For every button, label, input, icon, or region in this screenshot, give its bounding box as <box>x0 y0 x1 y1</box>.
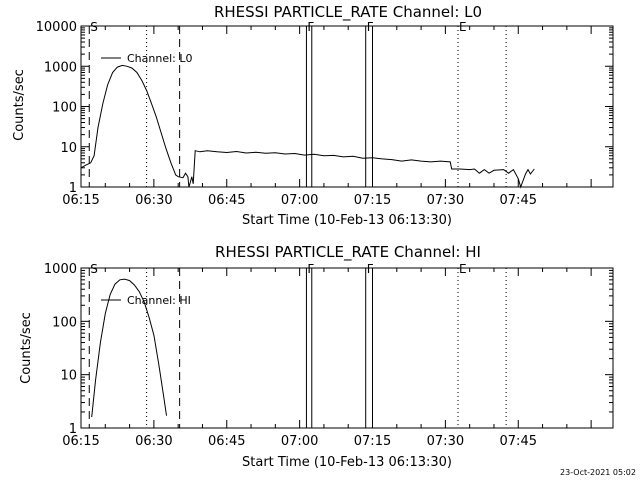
y-tick-label: 10000 <box>36 20 77 35</box>
x-tick-label: 06:45 <box>208 193 245 208</box>
x-tick-label: 06:15 <box>62 434 99 449</box>
y-tick-label: 1 <box>69 422 77 437</box>
x-axis-label: Start Time (10-Feb-13 06:13:30) <box>242 213 452 228</box>
plot-frame <box>80 267 614 429</box>
x-tick-label: 07:00 <box>281 434 318 449</box>
data-series-line <box>80 64 535 189</box>
legend-label: Channel: L0 <box>127 52 193 65</box>
event-marker-label: S <box>90 20 98 34</box>
x-tick-label: 07:30 <box>427 193 464 208</box>
legend-label: Channel: HI <box>127 294 191 307</box>
data-series-line <box>91 278 167 418</box>
chart-panel-hi: RHESSI PARTICLE_RATE Channel: HI Counts/… <box>19 243 614 470</box>
x-tick-label: 06:15 <box>62 193 99 208</box>
x-axis-label: Start Time (10-Feb-13 06:13:30) <box>242 455 452 470</box>
x-tick-label: 07:45 <box>500 434 537 449</box>
x-tick-label: 07:15 <box>354 434 391 449</box>
chart-title: RHESSI PARTICLE_RATE Channel: HI <box>215 243 481 262</box>
y-tick-label: 100 <box>52 315 77 330</box>
x-tick-label: 07:15 <box>354 193 391 208</box>
x-tick-label: 07:30 <box>427 434 464 449</box>
y-tick-label: 1000 <box>44 60 77 75</box>
y-tick-label: 10 <box>60 141 77 156</box>
flare-band <box>305 25 313 188</box>
flare-band <box>365 25 374 188</box>
y-tick-label: 1 <box>69 181 77 196</box>
chart-title: RHESSI PARTICLE_RATE Channel: L0 <box>214 3 482 22</box>
y-axis-label: Counts/sec <box>12 69 27 141</box>
y-tick-label: 100 <box>52 101 77 116</box>
y-axis-label: Counts/sec <box>19 312 34 384</box>
event-marker-label: F <box>307 262 314 276</box>
plot-area: 06:15 06:30 06:45 07:00 07:15 07:30 07:45 1 10 10… <box>44 262 614 449</box>
chart-panel-l0: RHESSI PARTICLE_RATE Channel: L0 Counts/… <box>12 3 614 228</box>
plot-area: 06:15 06:30 06:45 07:00 07:15 07:30 07:45 1 10 10… <box>36 20 614 208</box>
event-marker-label: F <box>307 20 314 34</box>
x-tick-label: 06:45 <box>208 434 245 449</box>
flare-band <box>365 267 374 429</box>
event-marker-label: E <box>459 20 467 34</box>
footer-timestamp: 23-Oct-2021 05:02 <box>560 468 636 477</box>
x-tick-label: 06:30 <box>135 434 172 449</box>
event-marker-label: F <box>367 20 374 34</box>
y-tick-label: 10 <box>60 369 77 384</box>
event-marker-label: F <box>367 262 374 276</box>
event-marker-label: S <box>90 262 98 276</box>
y-tick-label: 1000 <box>44 262 77 277</box>
x-tick-label: 07:00 <box>281 193 318 208</box>
plot-frame <box>80 25 614 188</box>
event-marker-label: E <box>459 262 467 276</box>
x-tick-label: 07:45 <box>500 193 537 208</box>
x-tick-label: 06:30 <box>135 193 172 208</box>
flare-band <box>305 267 313 429</box>
